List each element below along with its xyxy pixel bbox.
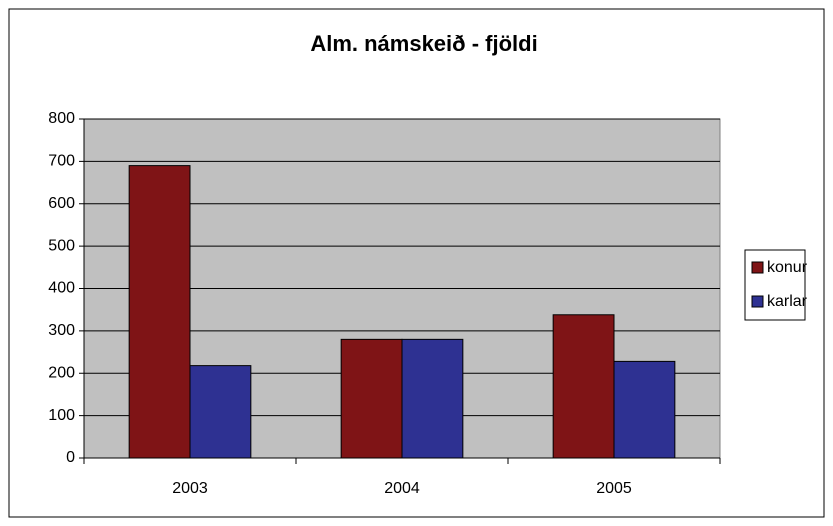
x-tick-label: 2003 [172, 480, 208, 497]
y-tick-label: 500 [48, 237, 75, 254]
bar [401, 338, 464, 459]
bar [340, 338, 403, 459]
legend-swatch [751, 261, 764, 274]
y-tick-label: 800 [48, 110, 75, 127]
bar [128, 165, 191, 459]
y-tick-label: 400 [48, 280, 75, 297]
y-tick-label: 100 [48, 407, 75, 424]
bar [613, 360, 676, 459]
y-tick-label: 200 [48, 364, 75, 381]
x-tick-label: 2005 [596, 480, 632, 497]
legend-label: karlar [767, 293, 808, 310]
bar [189, 365, 252, 459]
y-tick-label: 300 [48, 322, 75, 339]
y-tick-label: 700 [48, 153, 75, 170]
legend-swatch [751, 295, 764, 308]
legend-label: konur [767, 259, 808, 276]
chart-title: Alm. námskeið - fjöldi [310, 31, 537, 56]
bar [552, 314, 615, 459]
y-tick-label: 600 [48, 195, 75, 212]
y-tick-label: 0 [66, 449, 75, 466]
x-tick-label: 2004 [384, 480, 420, 497]
